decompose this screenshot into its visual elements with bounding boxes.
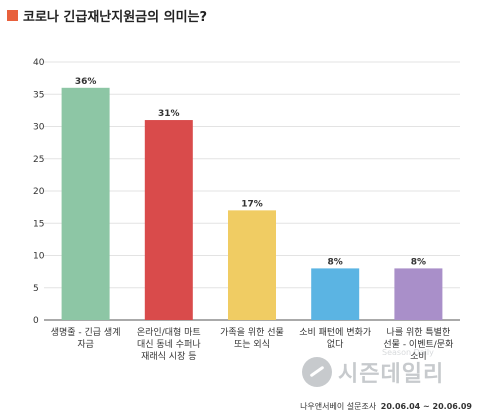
watermark-logo: 시즌데일리 Season Daily [302, 348, 445, 388]
bars [61, 87, 443, 320]
value-label: 17% [241, 199, 263, 209]
chart-title: 코로나 긴급재난지원금의 의미는? [23, 9, 208, 25]
source-footer: 나우앤서베이 설문조사 20.06.04 ~ 20.06.09 [300, 401, 472, 412]
category-label: 온라인/대형 마트 대신 동네 수퍼나 재래식 시장 등 [137, 327, 201, 362]
category-label-line: 생명줄 - 긴급 생계 [51, 326, 121, 338]
watermark-name: 시즌데일리 [338, 362, 445, 387]
y-tick-label: 40 [33, 58, 45, 68]
category-label: 가족을 위한 선물 또는 외식 [220, 327, 284, 350]
category-label-line: 소비 [410, 351, 427, 362]
source-text: 나우앤서베이 설문조사 [300, 402, 377, 411]
value-label: 8% [328, 257, 343, 267]
bar [311, 268, 360, 320]
logo-icon [302, 357, 332, 387]
category-label-line: 소비 패턴에 변화가 [299, 327, 371, 338]
category-label-line: 또는 외식 [234, 338, 270, 350]
chart-header: 코로나 긴급재난지원금의 의미는? [7, 5, 207, 25]
y-tick-label: 35 [33, 90, 44, 100]
value-label: 31% [158, 109, 180, 119]
bar [228, 210, 276, 320]
y-tick-label: 15 [33, 219, 44, 229]
header-accent-square [7, 9, 18, 21]
value-labels: 36% 31% 17% 8% 8% [75, 77, 426, 268]
bar [61, 87, 110, 320]
y-tick-label: 10 [33, 252, 45, 262]
value-label: 36% [75, 77, 97, 87]
y-tick-label: 0 [33, 316, 39, 326]
category-label-line: 선물 - 이벤트/문화 [383, 339, 453, 350]
category-label: 생명줄 - 긴급 생계 자금 [51, 326, 121, 350]
y-tick-label: 20 [33, 187, 45, 197]
category-label-line: 자금 [77, 339, 94, 350]
category-label: 나를 위한 특별한 선물 - 이벤트/문화 소비 [383, 327, 453, 362]
y-tick-label: 5 [33, 284, 39, 294]
category-label-line: 가족을 위한 선물 [220, 327, 284, 338]
category-labels: 생명줄 - 긴급 생계 자금 온라인/대형 마트 대신 동네 수퍼나 재래식 시장 등 가… [51, 326, 454, 362]
bar [144, 120, 193, 320]
category-label-line: 대신 동네 수퍼나 [137, 339, 201, 350]
category-label-line: 온라인/대형 마트 [137, 327, 201, 338]
watermark-sub: Season Daily [382, 348, 434, 357]
y-tick-label: 30 [33, 123, 45, 133]
category-label: 소비 패턴에 변화가 없다 [299, 327, 371, 350]
value-label: 8% [411, 257, 426, 267]
y-tick-labels: 0 5 10 15 20 25 30 35 40 [33, 58, 45, 326]
y-tick-label: 25 [33, 155, 44, 165]
survey-dates: 20.06.04 ~ 20.06.09 [380, 402, 472, 411]
category-label-line: 재래식 시장 등 [141, 351, 196, 362]
category-label-line: 나를 위한 특별한 [387, 327, 451, 338]
category-label-line: 없다 [327, 339, 344, 350]
bar [394, 268, 443, 320]
